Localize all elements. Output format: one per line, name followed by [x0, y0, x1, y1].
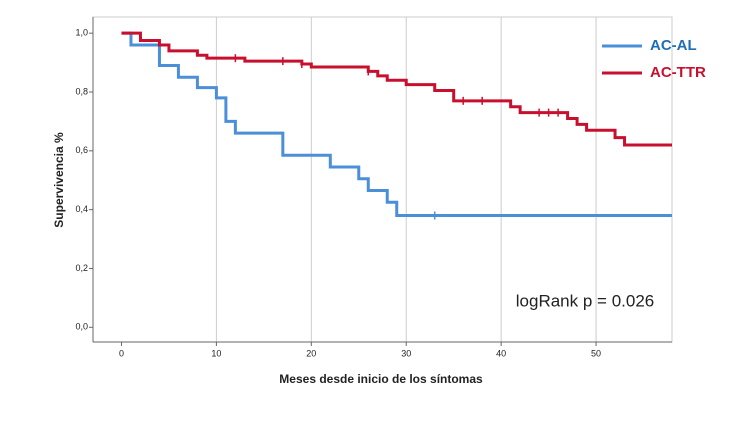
survival-line [121, 31, 672, 218]
y-tick-label: 1,0 [75, 28, 88, 38]
x-tick-label: 10 [211, 348, 221, 358]
x-tick-label: 50 [591, 348, 601, 358]
y-tick-label: 0,8 [75, 86, 88, 96]
x-tick-label: 40 [496, 348, 506, 358]
legend-label: AC-TTR [650, 64, 706, 81]
x-tick-label: 0 [119, 348, 124, 358]
survival-line [121, 31, 672, 147]
y-tick-label: 0,2 [75, 263, 88, 273]
y-axis-title: Supervivencia % [52, 132, 66, 228]
y-tick-label: 0,4 [75, 204, 88, 214]
annotation: logRank p = 0.026 [516, 291, 654, 310]
x-tick-label: 30 [401, 348, 411, 358]
y-tick-label: 0,0 [75, 322, 88, 332]
x-tick-label: 20 [306, 348, 316, 358]
x-axis-title: Meses desde inicio de los síntomas [279, 372, 483, 386]
y-tick-label: 0,6 [75, 145, 88, 155]
legend-label: AC-AL [650, 37, 697, 54]
